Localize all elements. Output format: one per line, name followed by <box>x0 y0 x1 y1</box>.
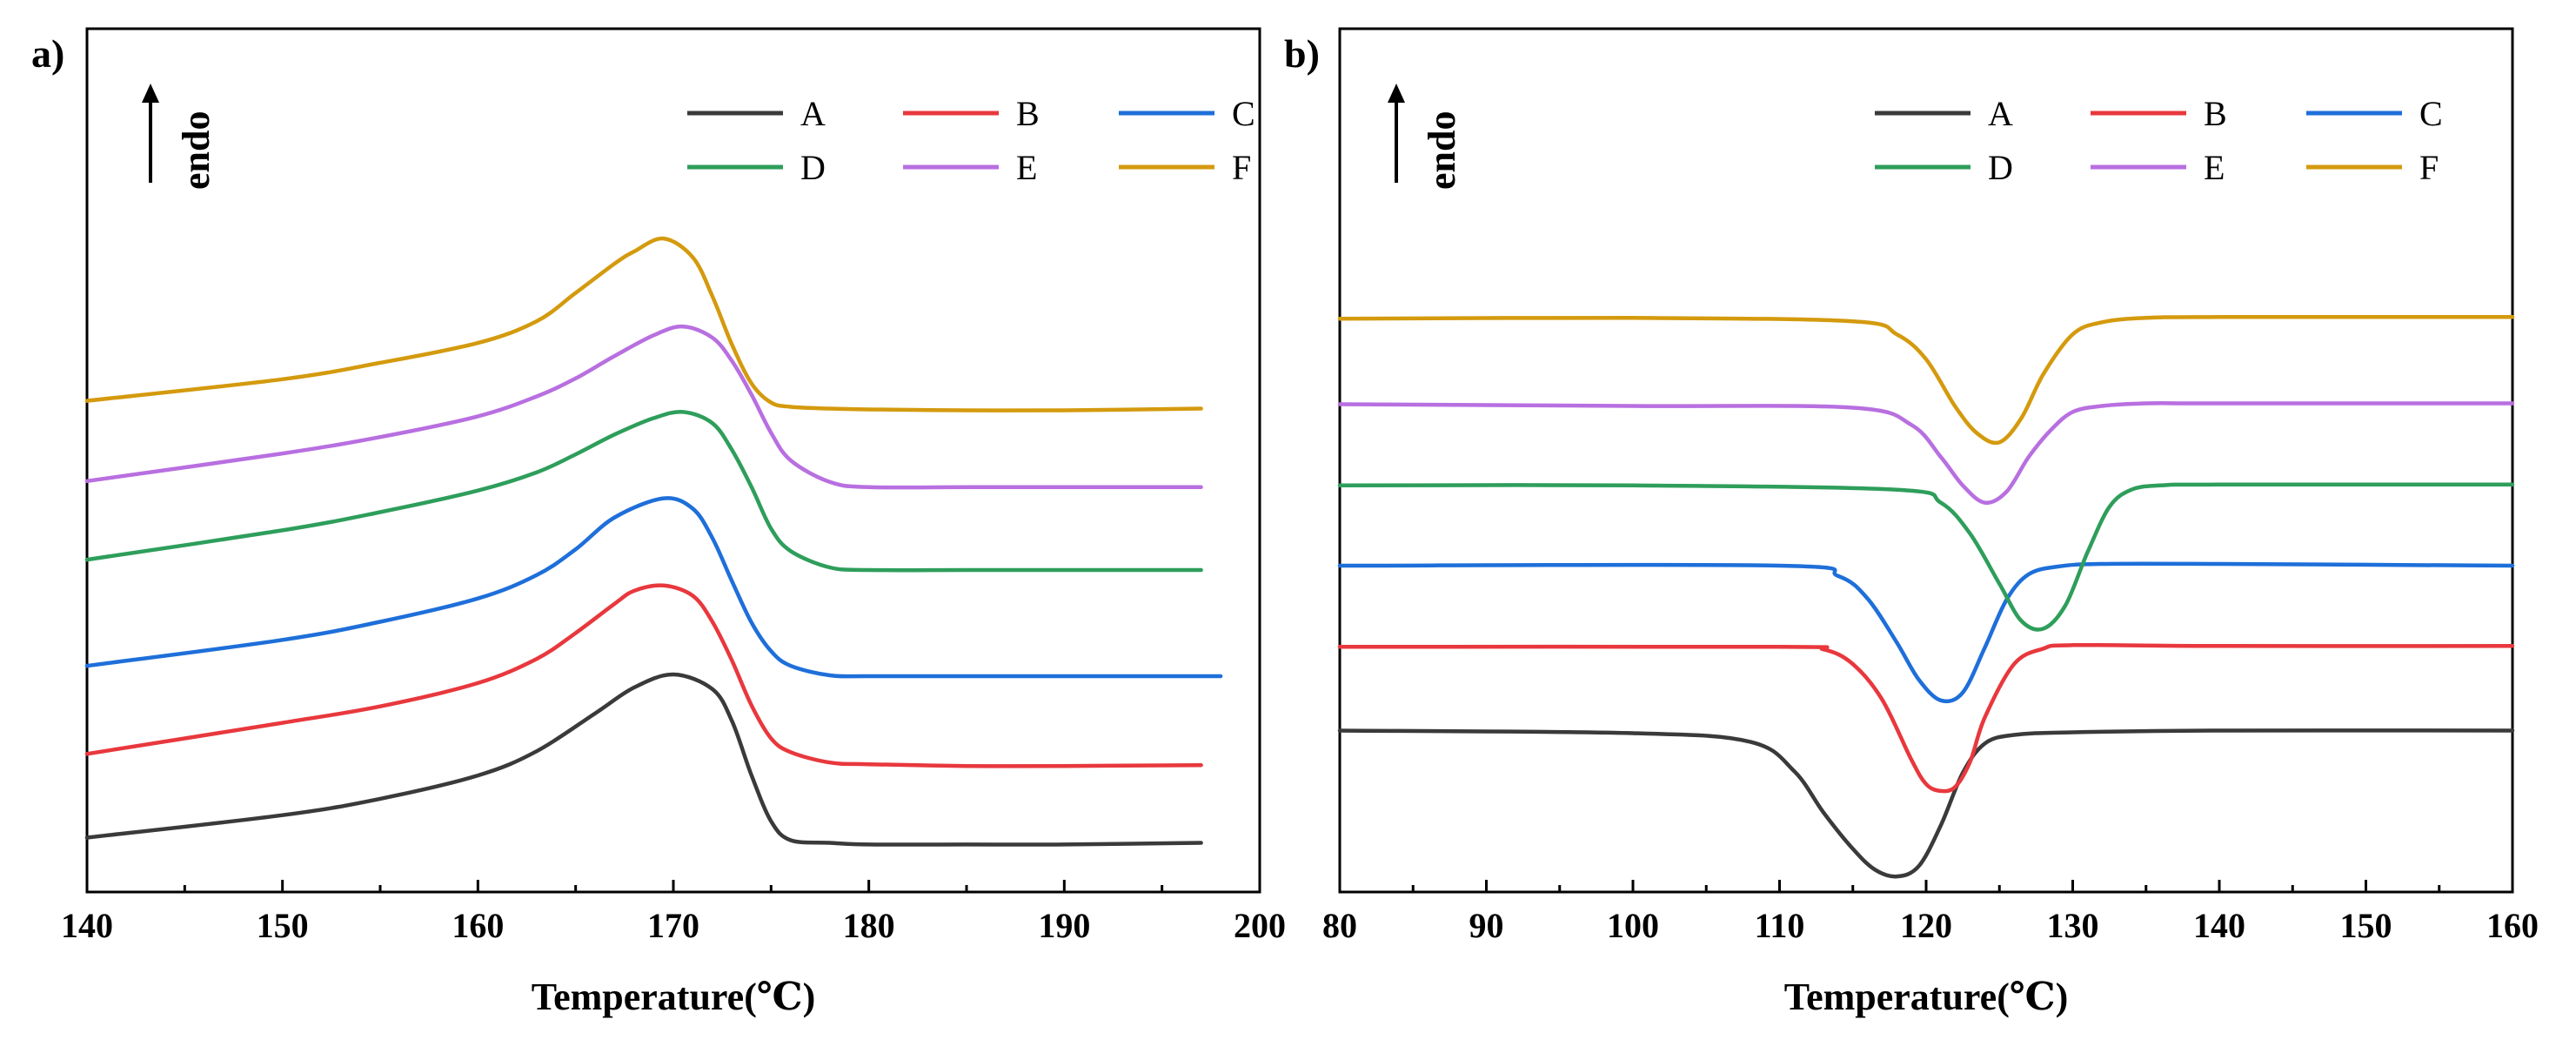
panel-b-series-b-line <box>1337 642 2515 794</box>
panel-b-chart: b) endo 80 90 100 110 120 130 140 150 160 A B C D E F… <box>1284 27 2539 1018</box>
panel-b-x-tick-label: 100 <box>1607 906 1659 945</box>
panel-a-legend-label-f: F <box>1232 148 1251 187</box>
panel-a-x-tick-label: 160 <box>452 906 504 945</box>
panel-b-series-d-line <box>1337 482 2515 632</box>
panel-a-series-e-line <box>84 324 1203 490</box>
panel-a-tick-layer: 140 150 160 170 180 190 200 <box>61 880 1286 945</box>
panel-b-series-c-line <box>1337 561 2515 704</box>
panel-b-x-tick-label: 120 <box>1900 906 1952 945</box>
panel-b-x-tick-label: 150 <box>2340 906 2392 945</box>
panel-a-legend-label-e: E <box>1016 148 1037 187</box>
panel-a-series-f-line <box>84 236 1203 412</box>
panel-a-series-a-line <box>84 672 1203 847</box>
panel-a-x-tick-label: 170 <box>647 906 699 945</box>
panel-b-series-a-line <box>1337 728 2515 879</box>
panel-a-series-b-line <box>84 583 1203 768</box>
panel-a-series-d-line <box>84 410 1203 573</box>
panel-b-label: b) <box>1284 31 1320 76</box>
panel-b-x-tick-label: 160 <box>2486 906 2539 945</box>
panel-a-label: a) <box>31 31 64 76</box>
panel-a-chart: a) endo 140 150 160 170 180 190 200 A B C D E F Tem… <box>31 27 1286 1018</box>
panel-a-legend-label-b: B <box>1016 94 1040 133</box>
panel-a-legend-label-a: A <box>800 94 826 133</box>
panel-a-legend: A B C D E F <box>687 94 1255 187</box>
panel-a-legend-label-c: C <box>1232 94 1255 133</box>
panel-a-series-layer <box>84 236 1223 847</box>
panel-b-x-tick-label: 110 <box>1755 906 1805 945</box>
panel-b-x-axis-title: Temperature(℃) <box>1784 976 2068 1018</box>
panel-b-x-tick-label: 130 <box>2047 906 2099 945</box>
panel-b-x-tick-label: 140 <box>2193 906 2245 945</box>
panel-a-series-c-line <box>84 496 1223 679</box>
panel-b-series-f-line <box>1337 315 2515 446</box>
panel-b-legend-label-c: C <box>2419 94 2443 133</box>
panel-b-x-tick-label: 80 <box>1322 906 1357 945</box>
panel-a-x-tick-label: 190 <box>1038 906 1090 945</box>
panel-a-x-tick-label: 180 <box>843 906 895 945</box>
panel-b-x-tick-label: 90 <box>1469 906 1504 945</box>
panel-b-tick-layer: 80 90 100 110 120 130 140 150 160 <box>1322 880 2539 945</box>
panel-a-endo-arrow <box>142 84 159 183</box>
panel-a-x-tick-label: 200 <box>1234 906 1286 945</box>
panel-b-series-layer <box>1337 315 2515 879</box>
panel-a-x-axis-title: Temperature(℃) <box>532 976 815 1018</box>
panel-b-legend-label-e: E <box>2204 148 2225 187</box>
panel-b-endo-label: endo <box>1421 111 1463 190</box>
panel-b-legend-label-a: A <box>1988 94 2013 133</box>
panel-b-legend: A B C D E F <box>1875 94 2443 187</box>
panel-a-x-tick-label: 140 <box>61 906 113 945</box>
panel-a-legend-label-d: D <box>800 148 826 187</box>
panel-b-legend-label-d: D <box>1988 148 2013 187</box>
panel-b-endo-arrow <box>1388 84 1405 183</box>
panel-a-plot-frame <box>85 27 1261 894</box>
panel-a-x-tick-label: 150 <box>257 906 309 945</box>
panel-b-series-e-line <box>1337 401 2515 505</box>
panel-b-legend-label-f: F <box>2419 148 2439 187</box>
panel-b-legend-label-b: B <box>2204 94 2227 133</box>
panel-b-plot-frame <box>1338 27 2514 894</box>
panel-a-endo-label: endo <box>175 111 217 190</box>
